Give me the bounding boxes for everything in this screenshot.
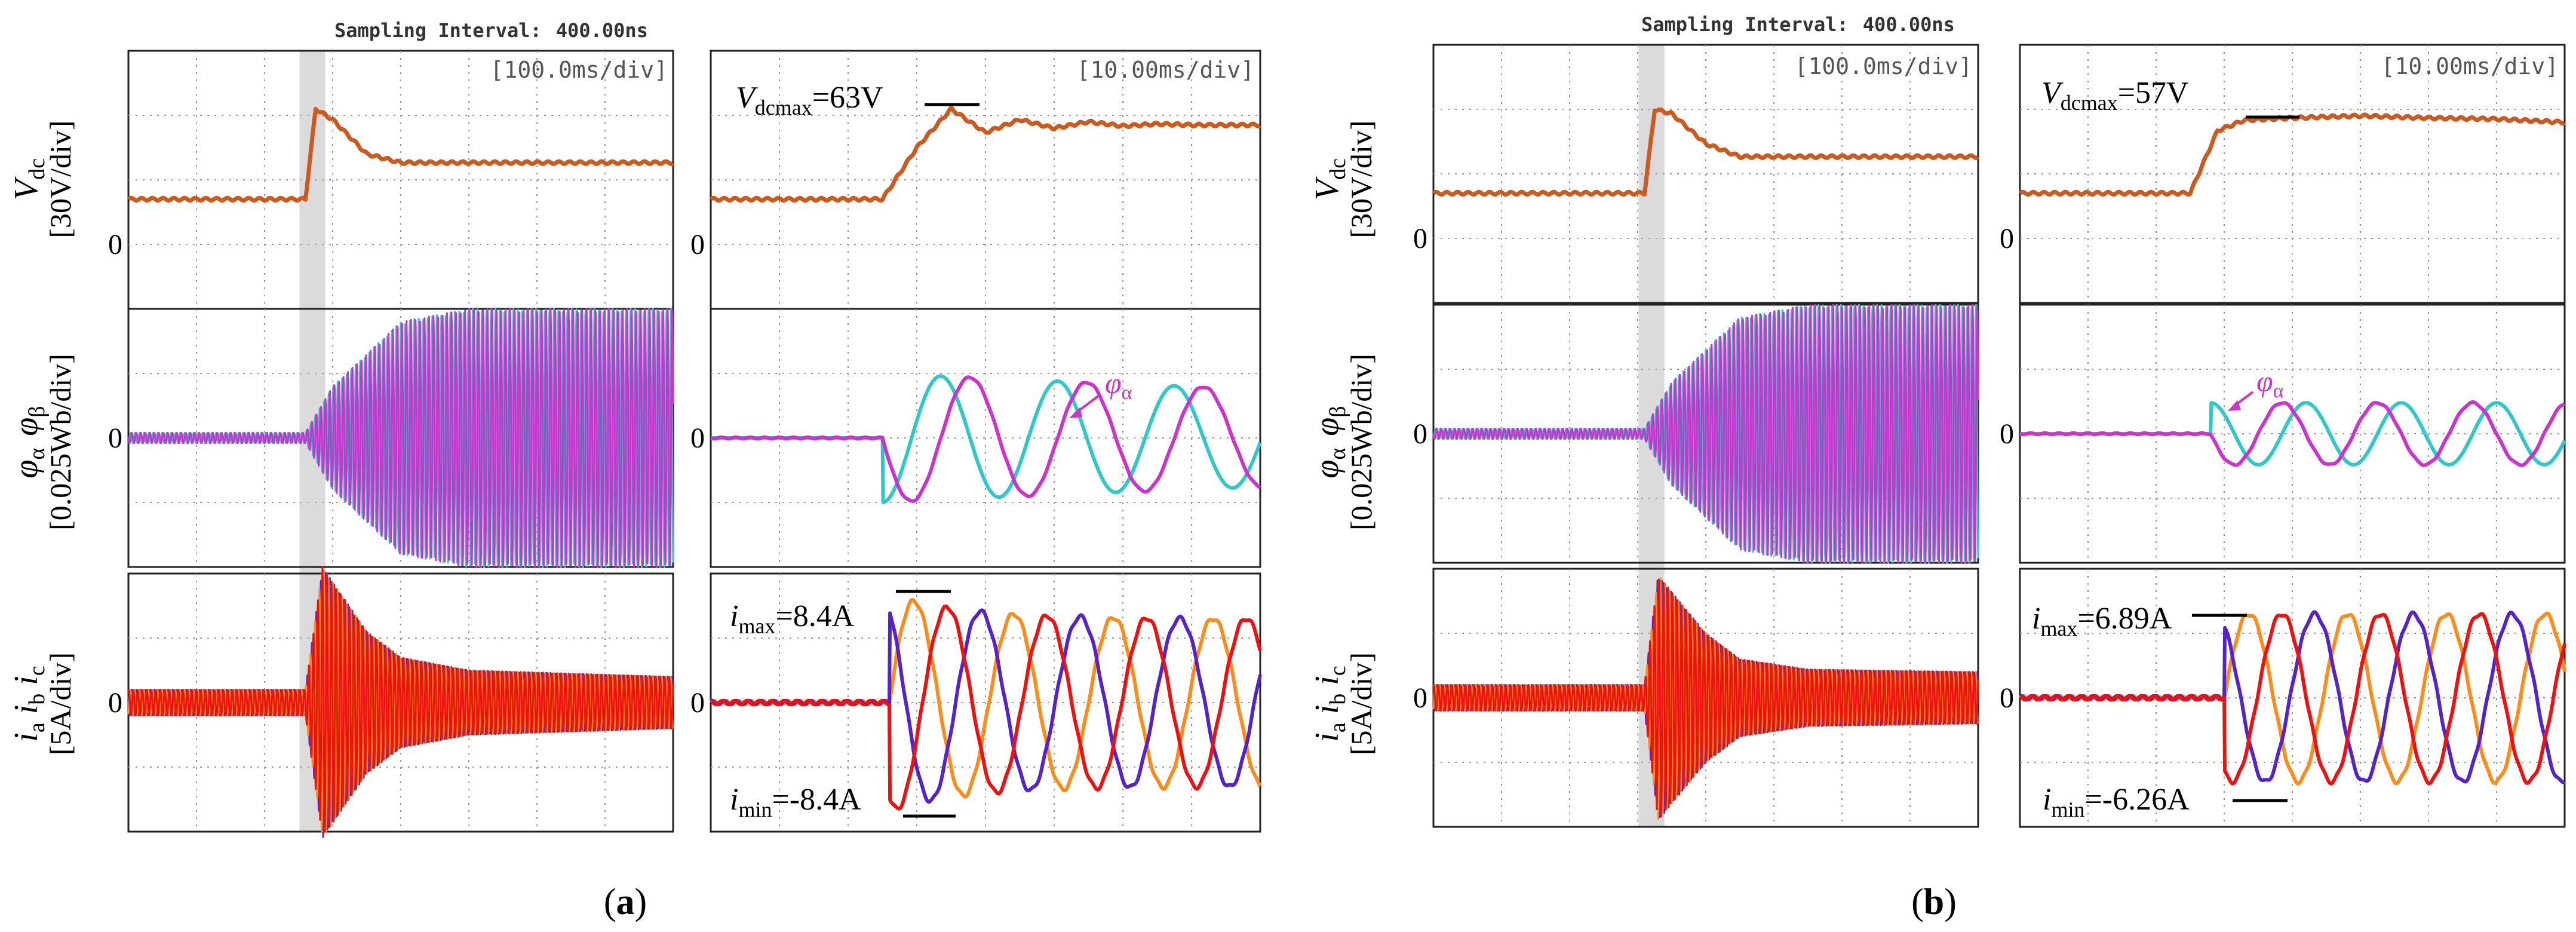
caption-a: (a) [604, 882, 647, 922]
phi-alpha-trace [2019, 400, 2566, 467]
zero-label: 0 [108, 229, 122, 260]
zero-label: 0 [2000, 418, 2014, 450]
vdc-trace [1432, 107, 1980, 197]
phi-alpha-arrowhead-a [1069, 407, 1082, 418]
zero-label: 0 [2000, 223, 2014, 255]
svg-text:[30V/div]: [30V/div] [44, 120, 77, 238]
svg-text:φαφβ: φαφβ [8, 406, 50, 478]
imax-annotation-a: imax=8.4A [730, 599, 855, 638]
zero-label: 0 [108, 422, 122, 454]
scope-overview-a: 0 0 0 [108, 50, 675, 838]
current-axis-label-b: iaibic [5A/div] [1309, 652, 1378, 755]
sampling-interval-b: Sampling Interval: 400.00ns [1641, 13, 1955, 36]
scope-overview-b: 0 0 0 [1413, 44, 1980, 828]
phi-alpha-trace [710, 375, 1261, 503]
svg-text:Vdc: Vdc [1309, 158, 1350, 200]
scope-zoom-b: 0 0 0 [2000, 44, 2566, 828]
zero-label: 0 [1413, 682, 1427, 714]
zero-label: 0 [1413, 223, 1427, 255]
zero-label: 0 [690, 687, 705, 719]
svg-text:[30V/div]: [30V/div] [1344, 120, 1378, 238]
svg-text:φαφβ: φαφβ [1309, 406, 1350, 478]
phi-alpha-annotation-b: φα [2256, 364, 2284, 402]
svg-text:Vdc: Vdc [8, 158, 50, 200]
phase-current-trace [2019, 612, 2566, 786]
zero-label: 0 [690, 229, 705, 260]
imax-annotation-b: imax=6.89A [2032, 602, 2172, 640]
vdcmax-annotation-a: Vdcmax=63V [736, 81, 883, 119]
svg-text:[5A/div]: [5A/div] [44, 652, 77, 755]
phi-alpha-arrowhead-b [2228, 400, 2241, 411]
phase-current-trace [1432, 578, 1979, 818]
sampling-interval-a: Sampling Interval: 400.00ns [334, 19, 648, 42]
current-axis-label: iaibic [5A/div] [8, 652, 77, 755]
phi-axis-label-b: φαφβ [0.025Wb/div] [1309, 354, 1378, 531]
vdcmax-annotation-b: Vdcmax=57V [2041, 76, 2189, 115]
imin-annotation-a: imin=-8.4A [730, 783, 861, 821]
timebase-overview-b: [100.0ms/div] [1795, 53, 1972, 79]
caption-b: (b) [1911, 882, 1957, 922]
phase-current-trace [710, 604, 1262, 811]
timebase-overview-a: [100.0ms/div] [490, 57, 668, 83]
zero-label: 0 [2000, 682, 2014, 714]
phi-axis-label: φαφβ [0.025Wb/div] [8, 354, 77, 531]
svg-text:[0.025Wb/div]: [0.025Wb/div] [44, 354, 77, 531]
zero-label: 0 [1413, 418, 1427, 450]
vdc-trace [127, 106, 675, 203]
vdc-axis-label: Vdc [30V/div] [8, 120, 77, 238]
phi-alpha-annotation-a: φα [1105, 366, 1132, 404]
imin-annotation-b: imin=-6.26A [2043, 783, 2190, 821]
timebase-zoom-a: [10.00ms/div] [1077, 57, 1254, 83]
phi-alpha-trace [127, 308, 674, 568]
svg-text:[0.025Wb/div]: [0.025Wb/div] [1344, 354, 1378, 531]
svg-text:iaibic: iaibic [1309, 666, 1350, 741]
panel-b: Vdc [30V/div] φαφβ [0.025Wb/div] iaibic … [1309, 13, 2566, 922]
vdc-axis-label-b: Vdc [30V/div] [1309, 120, 1378, 238]
panel-a: Vdc [30V/div] φαφβ [0.025Wb/div] iaibic … [8, 19, 1262, 922]
phi-alpha-trace [1432, 303, 1979, 564]
timebase-zoom-b: [10.00ms/div] [2381, 53, 2559, 79]
scope-zoom-a: 0 0 0 [690, 50, 1262, 833]
zero-label: 0 [108, 687, 122, 719]
vdc-trace [709, 105, 1262, 203]
svg-text:[5A/div]: [5A/div] [1344, 652, 1378, 755]
phase-current-trace [127, 566, 674, 832]
zero-label: 0 [690, 422, 705, 454]
svg-text:iaibic: iaibic [8, 666, 50, 741]
